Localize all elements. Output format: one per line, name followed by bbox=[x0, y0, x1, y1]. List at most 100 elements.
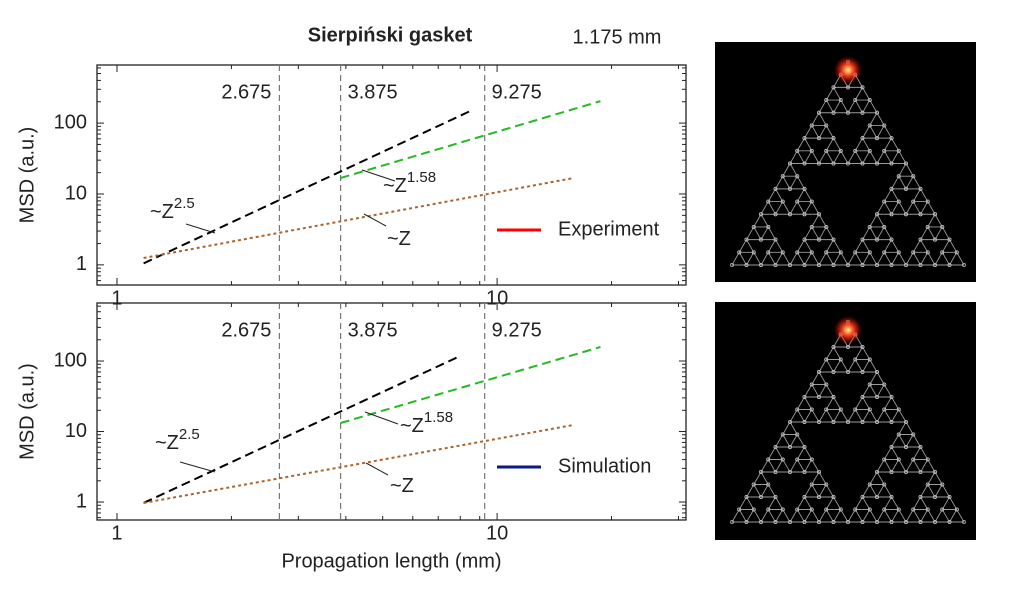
gasket-node bbox=[759, 470, 763, 474]
gasket-edge bbox=[789, 408, 806, 423]
gasket-node bbox=[947, 495, 952, 499]
gasket-node bbox=[846, 263, 850, 267]
gasket-edge bbox=[774, 251, 791, 266]
gasket-node bbox=[896, 432, 901, 437]
gasket-node bbox=[831, 110, 836, 115]
gasket-node bbox=[867, 224, 872, 229]
gasket-node bbox=[933, 212, 937, 217]
gasket-node bbox=[918, 263, 923, 267]
gasket-edge bbox=[847, 358, 864, 373]
gasket-edge bbox=[883, 137, 900, 152]
gasket-node bbox=[759, 520, 763, 524]
gasket-node bbox=[882, 148, 887, 153]
gasket-edge bbox=[738, 238, 755, 253]
annotation-leader bbox=[364, 411, 399, 425]
gasket-edge bbox=[934, 508, 951, 523]
fit-annotation: ~Z1.58 bbox=[400, 409, 453, 437]
gasket-edge bbox=[767, 187, 784, 203]
gasket-edge bbox=[774, 458, 791, 473]
gasket-edge bbox=[803, 124, 820, 139]
annotation-leader bbox=[365, 462, 389, 476]
gasket-node bbox=[867, 148, 872, 153]
gasket-edge bbox=[847, 408, 864, 423]
gasket-node bbox=[896, 250, 901, 255]
gasket-node bbox=[795, 457, 800, 462]
gasket-node bbox=[846, 161, 850, 166]
gasket-node bbox=[867, 407, 872, 412]
gasket-edge bbox=[847, 99, 864, 114]
gasket-edge bbox=[796, 187, 813, 203]
gasket-node bbox=[889, 420, 894, 424]
gasket-edge bbox=[781, 421, 799, 435]
gasket-node bbox=[882, 407, 887, 412]
gasket-node bbox=[889, 136, 894, 141]
gasket-edge bbox=[803, 200, 820, 215]
gasket-node bbox=[875, 470, 879, 474]
gasket-edge bbox=[905, 251, 922, 266]
gasket-edge bbox=[861, 383, 878, 398]
gasket-edge bbox=[854, 396, 871, 410]
gasket-edge bbox=[796, 446, 813, 460]
excitation-glow bbox=[834, 56, 862, 84]
gasket-edge bbox=[818, 483, 835, 498]
gasket-node bbox=[809, 407, 814, 412]
gasket-node bbox=[947, 237, 952, 242]
gasket-edge bbox=[926, 213, 944, 228]
gasket-node bbox=[831, 370, 836, 374]
gasket-edge bbox=[854, 137, 871, 152]
gasket-edge bbox=[934, 251, 951, 266]
gasket-node bbox=[918, 470, 923, 474]
gasket-node bbox=[831, 263, 836, 267]
gasket-edge bbox=[905, 508, 922, 523]
gasket-node bbox=[860, 520, 865, 524]
gasket-edge bbox=[803, 458, 820, 473]
gasket-node bbox=[882, 382, 887, 387]
gasket-node bbox=[788, 161, 792, 166]
gasket-edge bbox=[789, 251, 806, 266]
gasket-edge bbox=[752, 213, 770, 228]
gasket-node bbox=[896, 507, 901, 512]
annotation-text: ~Z bbox=[155, 432, 179, 454]
reference-label: 9.275 bbox=[492, 81, 542, 103]
gasket-edge bbox=[760, 483, 777, 498]
gasket-node bbox=[940, 507, 945, 512]
gasket-node bbox=[780, 250, 785, 255]
gasket-node bbox=[853, 98, 858, 103]
gasket-node bbox=[744, 237, 749, 242]
gasket-node bbox=[889, 186, 894, 191]
gasket-edge bbox=[796, 238, 813, 253]
gasket-node bbox=[831, 395, 836, 399]
gasket-node bbox=[773, 237, 778, 242]
gasket-edge bbox=[803, 483, 820, 498]
gasket-edge bbox=[912, 496, 929, 510]
gasket-node bbox=[947, 263, 952, 267]
gasket-node bbox=[730, 263, 734, 267]
gasket-node bbox=[838, 148, 843, 153]
gasket-edge bbox=[745, 508, 762, 523]
gasket-edge bbox=[731, 251, 748, 266]
gasket-edge bbox=[789, 458, 806, 473]
gasket-edge bbox=[919, 200, 936, 215]
annotation-leader bbox=[179, 461, 216, 473]
gasket-edge bbox=[854, 496, 871, 510]
annotation-leader bbox=[185, 223, 216, 234]
gasket-edge bbox=[774, 433, 791, 448]
gasket-node bbox=[889, 395, 894, 399]
gasket-edge bbox=[789, 433, 806, 448]
gasket-node bbox=[817, 470, 821, 474]
gasket-edge bbox=[941, 496, 958, 510]
gasket-node bbox=[853, 357, 858, 362]
gasket-edge bbox=[919, 483, 936, 498]
gasket-edge bbox=[825, 396, 842, 410]
y-tick-label: 1 bbox=[76, 253, 87, 275]
gasket-edge bbox=[854, 86, 871, 101]
y-tick-label: 100 bbox=[54, 111, 87, 133]
annotation-leader bbox=[363, 213, 387, 227]
gasket-edge bbox=[847, 149, 864, 164]
gasket-node bbox=[904, 470, 908, 474]
gasket-node bbox=[838, 250, 843, 255]
gasket-node bbox=[788, 212, 792, 217]
gasket-node bbox=[867, 382, 872, 387]
gasket-node bbox=[766, 507, 771, 512]
gasket-node bbox=[831, 85, 836, 90]
